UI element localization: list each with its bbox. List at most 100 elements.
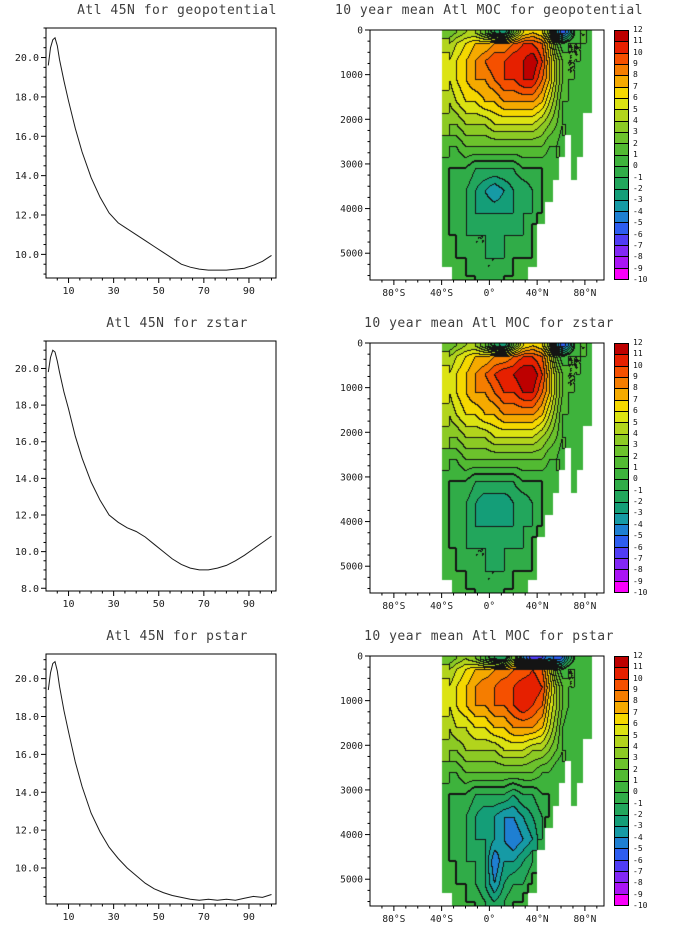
colorbar-tick-label: 6 bbox=[633, 406, 638, 416]
colorbar-band bbox=[615, 456, 628, 468]
colorbar-band bbox=[615, 75, 628, 87]
x-tick-label: 40°N bbox=[526, 601, 549, 612]
data-line bbox=[47, 349, 272, 571]
colorbar-tick-label: 5 bbox=[633, 730, 638, 740]
line-plot-zstar: 10 30 50 70 90 8.0 10.0 12.0 14.0 16.0 18.0 20.0 bbox=[15, 340, 277, 610]
moc-plot-area: 80°S 40°S 0° 40°N 80°N 0 1000 2000 3000 4000 5000 … bbox=[322, 646, 680, 938]
colorbar-band bbox=[615, 365, 628, 378]
colorbar-tick-label: 8 bbox=[633, 696, 638, 706]
figure-row-pstar: Atl 45N for pstar 10 30 50 70 90 10.0 12.0 14.0… bbox=[0, 626, 682, 939]
colorbar-band bbox=[615, 222, 628, 234]
line-plot-pstar: 10 30 50 70 90 10.0 12.0 14.0 16.0 18.0 20.0 bbox=[15, 653, 277, 923]
colorbar-tick-label: -8 bbox=[633, 878, 643, 888]
depth-tick-label: 0 bbox=[357, 26, 363, 37]
chart-title: 10 year mean Atl MOC for zstar bbox=[364, 316, 614, 331]
colorbar-tick-label: 1 bbox=[633, 776, 638, 785]
x-tick-label: 0° bbox=[484, 288, 495, 299]
x-tick-label: 0° bbox=[484, 914, 495, 925]
colorbar-tick-label: -7 bbox=[633, 553, 643, 563]
x-tick-label: 10 bbox=[63, 912, 75, 923]
colorbar-band bbox=[615, 501, 628, 513]
colorbar-band bbox=[615, 211, 628, 223]
colorbar-band bbox=[615, 667, 628, 679]
colorbar-tick-label: -6 bbox=[633, 229, 643, 239]
colorbar-tick-label: -2 bbox=[633, 497, 643, 507]
colorbar-tick-label: -9 bbox=[633, 576, 643, 586]
depth-tick-label: 2000 bbox=[340, 428, 363, 439]
colorbar-tick-label: 9 bbox=[633, 372, 638, 382]
colorbar-tick-label: -5 bbox=[633, 531, 643, 541]
colorbar-band bbox=[615, 433, 628, 445]
y-tick-label: 18.0 bbox=[15, 401, 39, 412]
moc-chart-zstar: 10 year mean Atl MOC for zstar 80°S 40°S 0… bbox=[322, 315, 680, 625]
colorbar-tick-label: -8 bbox=[633, 252, 643, 262]
colorbar-tick-label: 4 bbox=[633, 115, 638, 125]
colorbar-band bbox=[615, 354, 628, 366]
colorbar-band bbox=[615, 701, 628, 713]
colorbar-band bbox=[615, 344, 628, 355]
colorbar-band bbox=[615, 746, 628, 758]
x-tick-label: 70 bbox=[198, 286, 210, 297]
y-tick-label: 20.0 bbox=[15, 53, 39, 64]
depth-tick-label: 4000 bbox=[340, 517, 363, 528]
colorbar-tick-label: 8 bbox=[633, 383, 638, 393]
colorbar-labels: 12 11 10 9 8 7 6 5 4 3 2 1 0 -1 -2 -3 -4 -5 -6 -7 -8 -9 -10 bbox=[633, 652, 661, 910]
colorbar-tick-label: -10 bbox=[633, 901, 648, 910]
depth-tick-label: 0 bbox=[357, 339, 363, 350]
x-tick-label: 80°N bbox=[573, 601, 596, 612]
colorbar-tick-label: 12 bbox=[633, 25, 643, 34]
depth-tick-label: 1000 bbox=[340, 70, 363, 81]
depth-tick-label: 1000 bbox=[340, 696, 363, 707]
x-tick-label: 30 bbox=[108, 599, 120, 610]
x-tick-label: 70 bbox=[198, 599, 210, 610]
colorbar-band bbox=[615, 546, 628, 559]
colorbar-band bbox=[615, 177, 628, 189]
chart-title: 10 year mean Atl MOC for geopotential bbox=[334, 3, 644, 18]
colorbar-band bbox=[615, 267, 628, 279]
colorbar-band bbox=[615, 143, 628, 155]
moc-axes-overlay: 80°S 40°S 0° 40°N 80°N 0 1000 2000 3000 4000 5000 bbox=[340, 26, 605, 299]
colorbar-tick-label: 5 bbox=[633, 104, 638, 114]
colorbar-tick-label: -5 bbox=[633, 218, 643, 228]
colorbar-band bbox=[615, 757, 628, 770]
colorbar-tick-label: 7 bbox=[633, 707, 638, 717]
colorbar-band bbox=[615, 882, 628, 894]
colorbar-band bbox=[615, 848, 628, 860]
plot-frame bbox=[369, 29, 605, 281]
colorbar-band bbox=[615, 814, 628, 826]
colorbar-band bbox=[615, 803, 628, 815]
y-tick-label: 12.0 bbox=[15, 826, 39, 837]
plot-frame bbox=[369, 342, 605, 594]
colorbar-band bbox=[615, 422, 628, 434]
colorbar-tick-label: 5 bbox=[633, 417, 638, 427]
colorbar-band bbox=[615, 64, 628, 76]
depth-tick-label: 5000 bbox=[340, 562, 363, 573]
colorbar-tick-label: 8 bbox=[633, 70, 638, 80]
colorbar-tick-label: 4 bbox=[633, 741, 638, 751]
colorbar-band bbox=[615, 825, 628, 838]
chart-title: 10 year mean Atl MOC for pstar bbox=[364, 629, 614, 644]
moc-chart-geopotential: 10 year mean Atl MOC for geopotential 8 0… bbox=[322, 2, 680, 312]
y-tick-label: 10.0 bbox=[15, 864, 39, 875]
colorbar-tick-label: -5 bbox=[633, 844, 643, 854]
colorbar-tick-label: -6 bbox=[633, 855, 643, 865]
colorbar-tick-label: -4 bbox=[633, 206, 643, 216]
line-chart-pstar: Atl 45N for pstar 10 30 50 70 90 10.0 12.0 14.0… bbox=[4, 628, 316, 942]
moc-plot-area: 80°S 40°S 0° 40°N 80°N 0 1000 2000 3000 4000 5000 … bbox=[322, 333, 680, 625]
colorbar-tick-label: 0 bbox=[633, 474, 638, 484]
x-tick-label: 90 bbox=[243, 286, 255, 297]
colorbar-band bbox=[615, 712, 628, 724]
figure-row-geopotential: Atl 45N for geopotential 10 30 50 70 90 10.0 1… bbox=[0, 0, 682, 313]
x-tick-label: 80°N bbox=[573, 914, 596, 925]
y-tick-label: 14.0 bbox=[15, 171, 39, 182]
y-tick-label: 14.0 bbox=[15, 788, 39, 799]
colorbar-tick-label: 0 bbox=[633, 787, 638, 797]
colorbar-band bbox=[615, 52, 628, 65]
colorbar-band bbox=[615, 131, 628, 144]
colorbar-band bbox=[615, 411, 628, 423]
colorbar-tick-label: 1 bbox=[633, 463, 638, 472]
colorbar-band bbox=[615, 690, 628, 702]
colorbar-tick-label: 6 bbox=[633, 93, 638, 103]
y-tick-label: 16.0 bbox=[15, 750, 39, 761]
y-tick-label: 16.0 bbox=[15, 132, 39, 143]
